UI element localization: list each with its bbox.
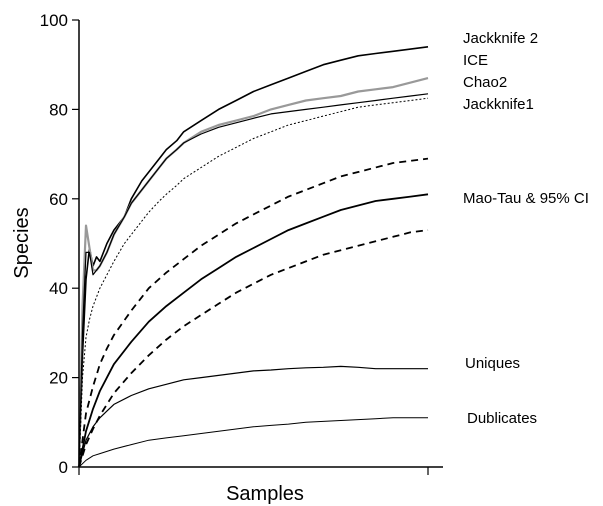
- label-mao-tau: Mao-Tau & 95% CI: [463, 190, 589, 207]
- series-line-8: [78, 417, 428, 468]
- series-line-2: [78, 93, 429, 468]
- y-ticks: 0 20 40 60 80 100: [40, 11, 79, 477]
- y-tick-label-5: 100: [40, 11, 68, 30]
- label-uniques: Uniques: [465, 355, 520, 372]
- label-chao2: Chao2: [463, 74, 507, 91]
- x-axis-title: Samples: [226, 483, 304, 505]
- series-line-5: [78, 157, 429, 468]
- y-tick-label-3: 60: [49, 190, 68, 209]
- series-line-1: [77, 77, 429, 468]
- series-line-3: [78, 97, 429, 468]
- label-ice: ICE: [463, 52, 488, 69]
- x-ticks: [78, 467, 429, 475]
- plot-lines: [77, 46, 429, 468]
- label-dublicates: Dublicates: [467, 410, 537, 427]
- series-line-0: [78, 46, 429, 468]
- series-labels: Jackknife 2 ICE Chao2 Jackknife1 Mao-Tau…: [463, 30, 589, 427]
- y-tick-label-4: 80: [49, 100, 68, 119]
- label-jackknife-2: Jackknife 2: [463, 30, 538, 47]
- y-tick-label-0: 0: [59, 458, 68, 477]
- y-axis-title: Species: [11, 207, 33, 278]
- y-tick-label-1: 20: [49, 369, 68, 388]
- label-jackknife1: Jackknife1: [463, 96, 534, 113]
- series-line-4: [78, 193, 429, 468]
- y-tick-label-2: 40: [49, 279, 68, 298]
- series-line-6: [78, 229, 429, 468]
- series-line-7: [78, 365, 428, 468]
